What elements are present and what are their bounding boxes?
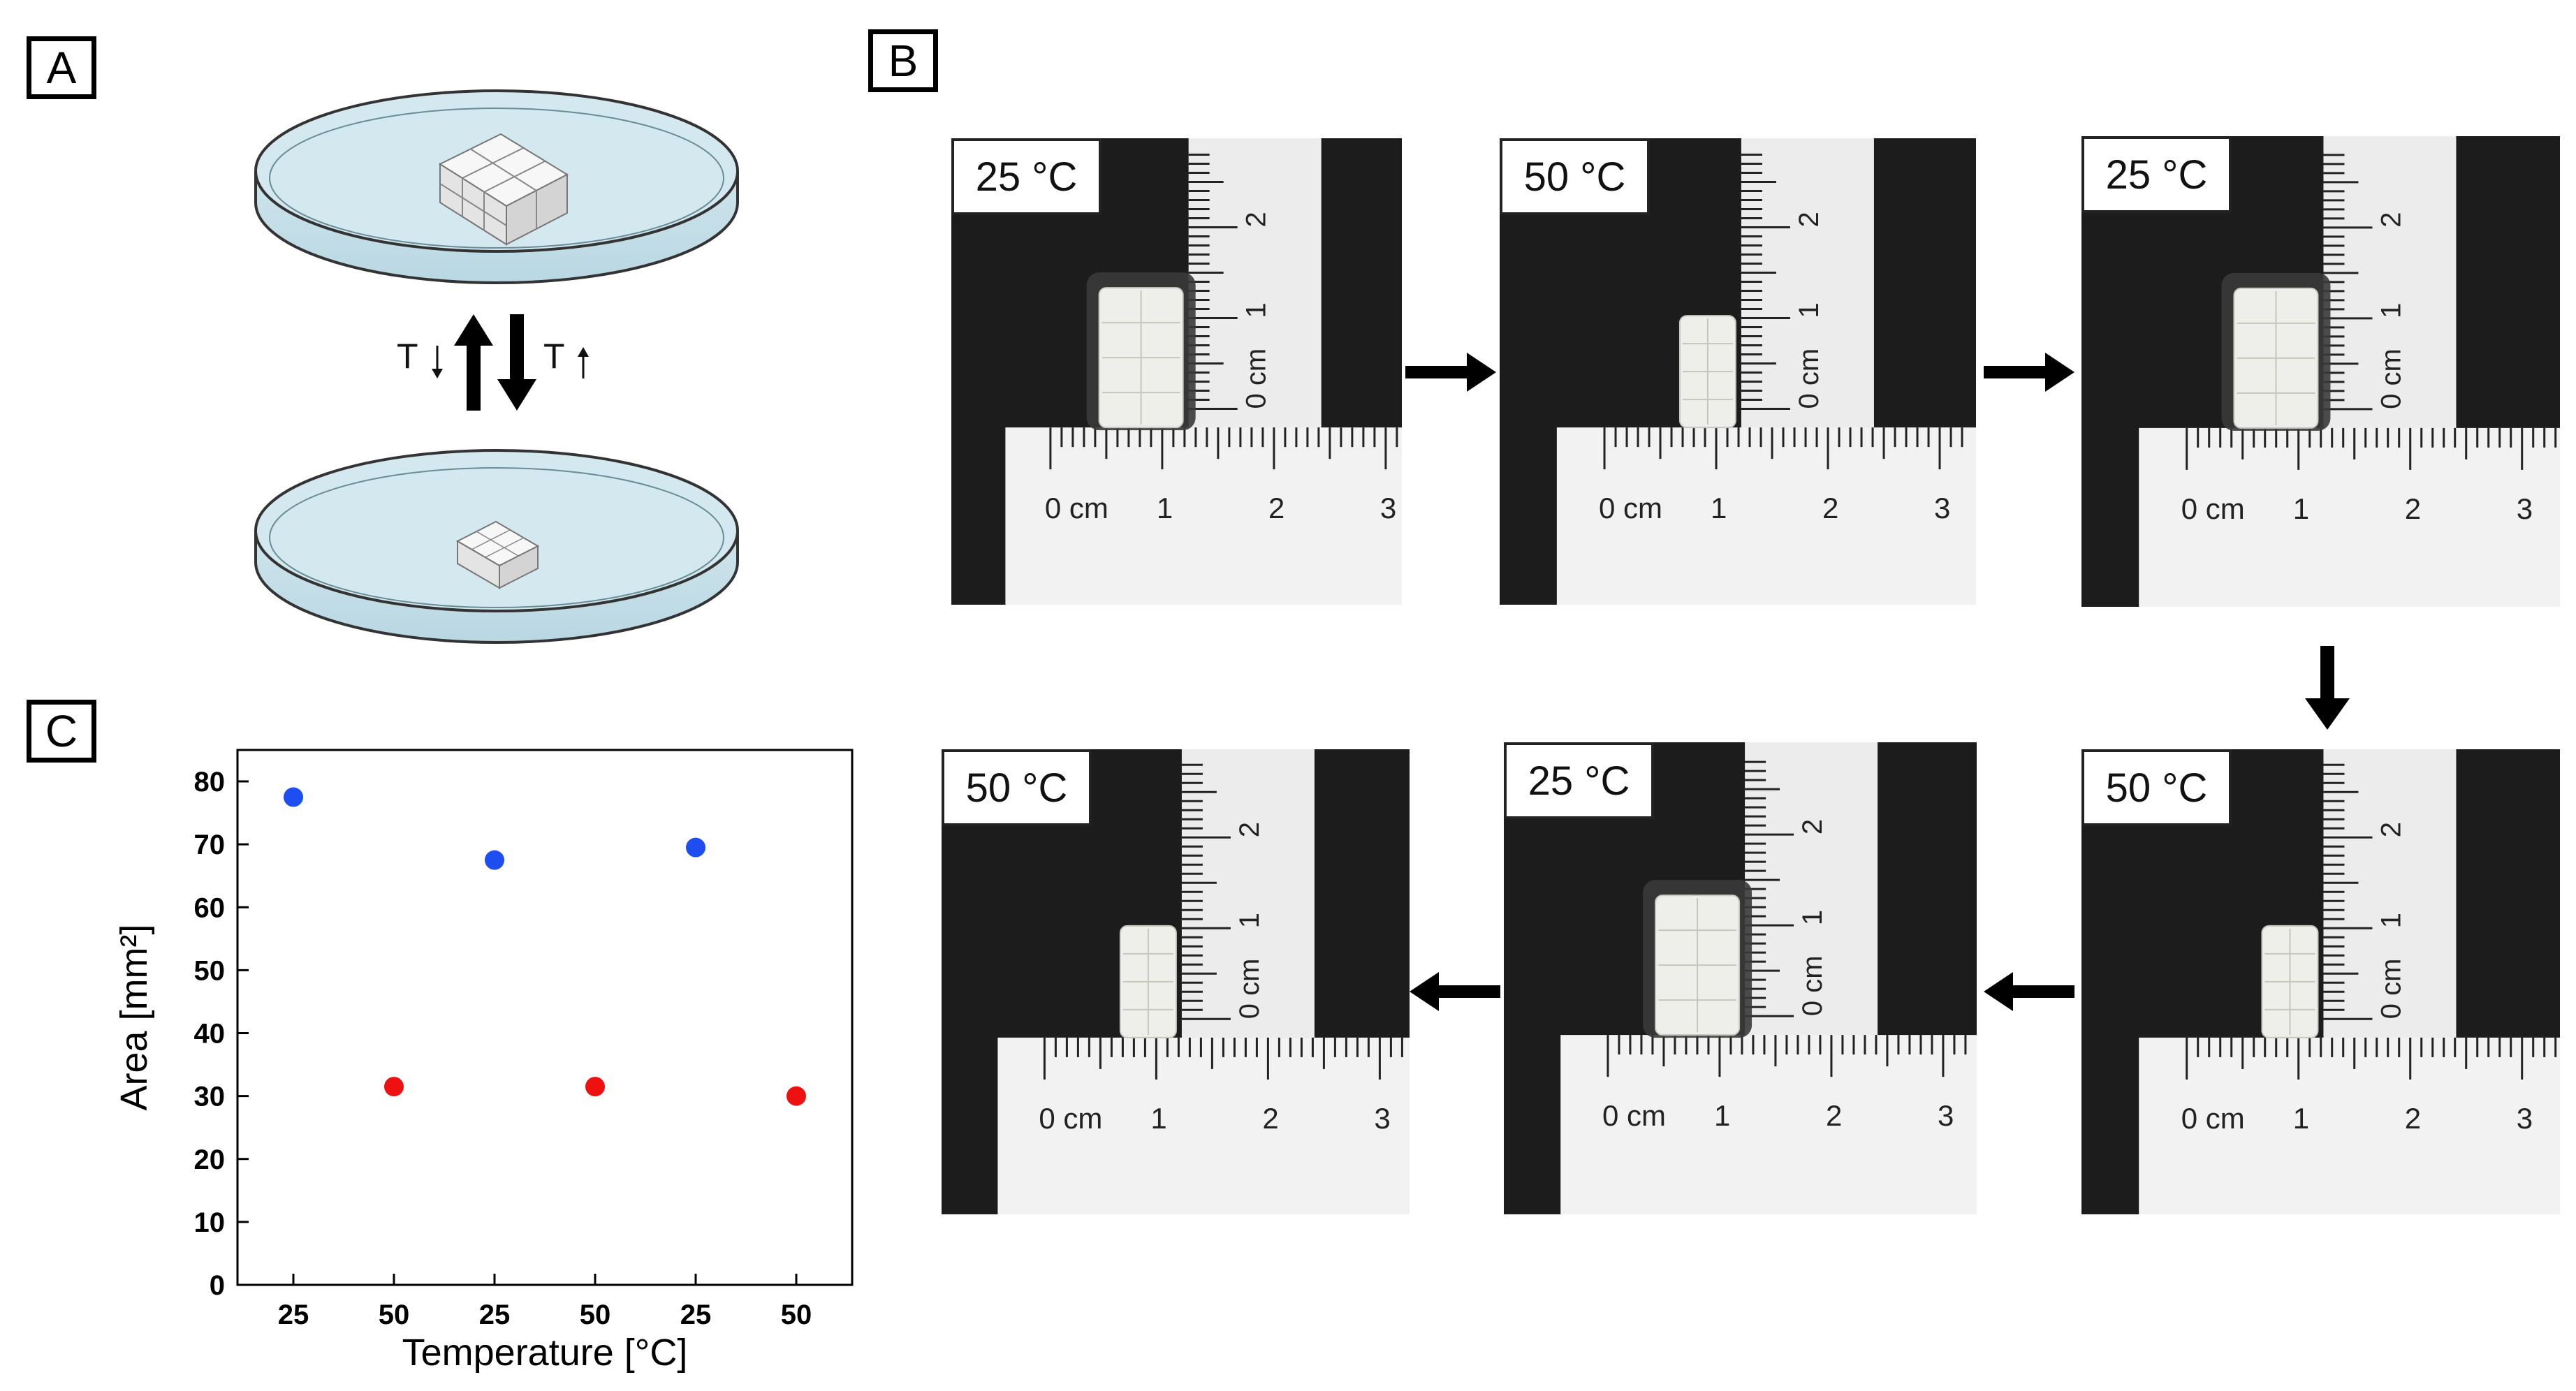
ruler-number-horizontal: 1 <box>2293 492 2309 525</box>
ruler-number-horizontal: 0 cm <box>2181 492 2245 525</box>
x-tick-label: 25 <box>680 1300 712 1330</box>
data-point <box>585 1077 605 1097</box>
photo-temperature-label: 50 °C <box>942 749 1092 826</box>
temperature-down-icon <box>432 346 443 378</box>
data-point <box>384 1077 404 1097</box>
x-axis: 25 50 25 50 25 50 <box>278 1274 812 1330</box>
ruler-number-horizontal: 3 <box>1934 492 1950 524</box>
y-tick-label: 40 <box>194 1019 226 1050</box>
photo-temperature-label: 25 °C <box>951 138 1102 215</box>
ruler-number-vertical: 2 <box>1797 819 1828 834</box>
photo-step-5: 0 cm 1 2 0 cm 1 2 3 25 °C <box>1504 742 1977 1214</box>
y-axis-label: Area [mm²] <box>113 924 155 1110</box>
ruler-number-vertical: 2 <box>1241 212 1272 227</box>
panel-label-a: A <box>27 36 96 99</box>
ruler-number-horizontal: 3 <box>2517 492 2533 525</box>
ruler-number-horizontal: 1 <box>1711 492 1727 524</box>
ruler-number-horizontal: 2 <box>2405 1102 2421 1135</box>
arrow-left-icon <box>1984 972 2074 1011</box>
data-point <box>786 1086 806 1106</box>
y-tick-label: 0 <box>210 1270 225 1301</box>
ruler-number-vertical: 2 <box>2376 212 2406 228</box>
photo-step-6: 0 cm 1 2 0 cm 1 2 3 50 °C <box>942 749 1410 1214</box>
y-tick-label: 70 <box>194 830 226 860</box>
ruler-number-horizontal: 3 <box>1938 1099 1954 1132</box>
ruler-number-vertical: 2 <box>2376 822 2406 837</box>
photo-temperature-label: 50 °C <box>1500 138 1650 215</box>
arrow-down-icon <box>2305 646 2350 730</box>
ruler-number-horizontal: 2 <box>1268 492 1285 524</box>
ruler-number-horizontal: 1 <box>1157 492 1173 524</box>
ruler-number-horizontal: 2 <box>1826 1099 1842 1132</box>
ruler-number-horizontal: 3 <box>1374 1102 1390 1135</box>
photo-temperature-label: 25 °C <box>2081 136 2232 213</box>
x-tick-label: 50 <box>580 1300 611 1330</box>
ruler-number-horizontal: 1 <box>1150 1102 1166 1135</box>
plot-area <box>236 749 854 1286</box>
y-tick-label: 20 <box>194 1145 226 1175</box>
cooling-label: T <box>397 337 418 376</box>
arrow-left-icon <box>1410 972 1500 1011</box>
y-tick-label: 60 <box>194 892 226 923</box>
schematic-diagram: T T <box>254 89 739 644</box>
photo-step-1: 0 cm 1 2 0 cm 1 2 3 25 °C <box>951 138 1402 605</box>
y-tick-label: 30 <box>194 1082 226 1112</box>
photo-temperature-label: 50 °C <box>2081 749 2232 826</box>
ruler-number-horizontal: 0 cm <box>2181 1102 2245 1135</box>
ruler-number-horizontal: 0 cm <box>1602 1099 1666 1132</box>
ruler-number-horizontal: 0 cm <box>1599 492 1662 524</box>
ruler-number-vertical: 1 <box>1794 302 1824 318</box>
temperature-up-icon <box>578 347 589 378</box>
ruler-number-horizontal: 2 <box>2405 492 2421 525</box>
area-chart: 0 10 20 30 40 50 60 70 80 25 50 25 50 25 50 Temperatu… <box>113 749 854 1374</box>
ruler-number-vertical: 1 <box>2376 913 2406 928</box>
data-points <box>284 787 806 1106</box>
ruler-number-horizontal: 1 <box>1714 1099 1730 1132</box>
heating-label: T <box>543 337 565 376</box>
ruler-number-vertical: 2 <box>1234 822 1265 837</box>
x-tick-label: 50 <box>781 1300 812 1330</box>
cooling-arrow <box>454 314 493 411</box>
ruler-number-vertical: 0 cm <box>2376 348 2406 409</box>
ruler-number-horizontal: 2 <box>1822 492 1838 524</box>
ruler-number-horizontal: 2 <box>1262 1102 1278 1135</box>
ruler-number-vertical: 2 <box>1794 212 1824 227</box>
y-tick-label: 10 <box>194 1207 226 1238</box>
photo-step-3: 0 cm 1 2 0 cm 1 2 3 25 °C <box>2081 136 2560 607</box>
x-tick-label: 25 <box>479 1300 511 1330</box>
data-point <box>485 850 504 870</box>
panel-label-b: B <box>868 29 938 92</box>
ruler-number-vertical: 0 cm <box>1234 959 1265 1020</box>
photo-step-2: 0 cm 1 2 0 cm 1 2 3 50 °C <box>1500 138 1976 605</box>
heating-arrow <box>497 314 536 411</box>
y-axis: 0 10 20 30 40 50 60 70 80 <box>194 767 249 1301</box>
ruler-number-vertical: 0 cm <box>1241 348 1272 409</box>
ruler-number-vertical: 0 cm <box>2376 959 2406 1020</box>
ruler-number-horizontal: 3 <box>1380 492 1396 524</box>
ruler-number-horizontal: 0 cm <box>1039 1102 1102 1135</box>
panel-label-c: C <box>27 700 96 763</box>
y-tick-label: 50 <box>194 955 226 986</box>
ruler-number-horizontal: 1 <box>2293 1102 2309 1135</box>
hydrogel-small <box>455 520 540 589</box>
y-tick-label: 80 <box>194 767 226 797</box>
photo-temperature-label: 25 °C <box>1504 742 1654 819</box>
photo-step-4: 0 cm 1 2 0 cm 1 2 3 50 °C <box>2081 749 2560 1214</box>
arrow-right-icon <box>1984 353 2074 392</box>
ruler-number-vertical: 1 <box>1241 302 1272 318</box>
data-point <box>686 837 705 858</box>
ruler-number-vertical: 1 <box>2376 303 2406 318</box>
hydrogel-large <box>438 133 569 246</box>
x-axis-label: Temperature [°C] <box>402 1332 688 1374</box>
arrow-right-icon <box>1405 353 1496 392</box>
ruler-number-vertical: 1 <box>1797 910 1828 925</box>
ruler-number-vertical: 1 <box>1234 913 1265 928</box>
ruler-number-horizontal: 3 <box>2517 1102 2533 1135</box>
x-tick-label: 50 <box>379 1300 410 1330</box>
x-tick-label: 25 <box>278 1300 309 1330</box>
ruler-number-horizontal: 0 cm <box>1045 492 1108 524</box>
ruler-number-vertical: 0 cm <box>1794 348 1824 409</box>
ruler-number-vertical: 0 cm <box>1797 955 1828 1016</box>
data-point <box>284 787 303 807</box>
